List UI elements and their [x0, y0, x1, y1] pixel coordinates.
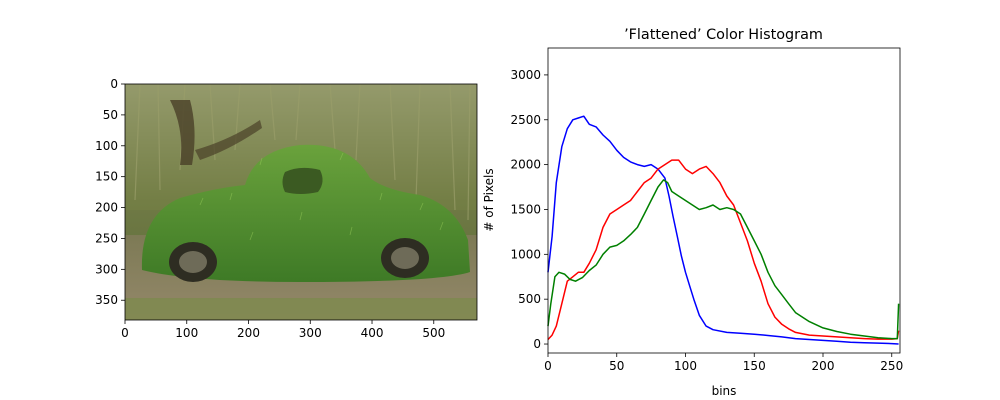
image-x-tick-label: 400	[361, 326, 384, 340]
image-y-tick-label: 150	[95, 170, 118, 184]
histogram-panel: ’Flattened’ Color Histogram 0 50 100 150 200…	[482, 27, 903, 398]
image-frame	[124, 83, 478, 321]
y-tick-label: 1500	[510, 202, 541, 216]
image-x-tick-label: 100	[175, 326, 198, 340]
image-y-tick-label: 350	[95, 293, 118, 307]
x-tick-label: 200	[812, 359, 835, 373]
x-tick-label: 50	[609, 359, 624, 373]
series-line-1	[547, 159, 900, 341]
y-tick-label: 3000	[510, 68, 541, 82]
y-axis-label: # of Pixels	[482, 168, 496, 231]
y-axis: 0 500 1000 1500 2000 2500 3000	[510, 68, 548, 351]
image-y-tick-label: 50	[103, 108, 118, 122]
image-panel: 0 50 100 150 200 250 300 350 0 100 200 300 400 500	[95, 77, 478, 340]
y-tick-label: 500	[518, 292, 541, 306]
x-tick-label: 100	[674, 359, 697, 373]
y-tick-label: 2500	[510, 113, 541, 127]
image-y-axis: 0 50 100 150 200 250 300 350	[95, 77, 125, 307]
image-y-tick-label: 300	[95, 262, 118, 276]
series-line-0	[547, 115, 899, 345]
y-tick-label: 1000	[510, 247, 541, 261]
x-tick-label: 250	[880, 359, 903, 373]
x-axis: 0 50 100 150 200 250	[544, 353, 903, 373]
image-x-tick-label: 300	[299, 326, 322, 340]
x-tick-label: 0	[544, 359, 552, 373]
image-x-tick-label: 0	[121, 326, 129, 340]
plot-frame	[547, 47, 901, 354]
y-tick-label: 2000	[510, 158, 541, 172]
y-tick-label: 0	[533, 337, 541, 351]
image-x-tick-label: 200	[237, 326, 260, 340]
chart-title: ’Flattened’ Color Histogram	[624, 27, 823, 43]
image-y-tick-label: 100	[95, 139, 118, 153]
image-y-tick-label: 200	[95, 201, 118, 215]
x-tick-label: 150	[743, 359, 766, 373]
series-line-2	[547, 179, 900, 340]
grass-car-photo	[125, 84, 477, 320]
image-y-tick-label: 0	[110, 77, 118, 91]
image-x-tick-label: 500	[422, 326, 445, 340]
image-y-tick-label: 250	[95, 231, 118, 245]
image-x-axis: 0 100 200 300 400 500	[121, 320, 445, 340]
plot-lines	[547, 115, 900, 345]
x-axis-label: bins	[712, 384, 737, 398]
